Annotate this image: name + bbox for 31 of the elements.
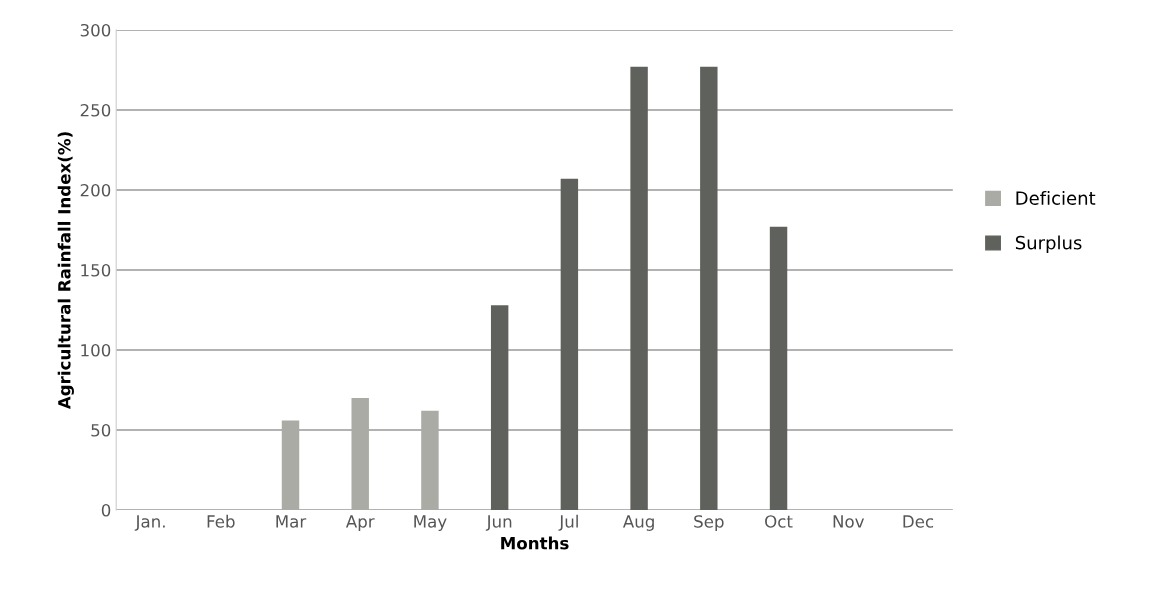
bar [351,398,369,510]
x-tick-label: Sep [694,515,724,531]
y-tick-label: 100 [81,343,111,357]
legend-label: Surplus [1015,235,1082,254]
x-tick-label: Apr [345,515,375,531]
x-tick-label: Jul [558,514,578,531]
y-axis-title: Agricultural Rainfall Index(%) [57,132,74,410]
y-tick-label: 50 [91,423,111,437]
x-tick-label: Aug [622,515,654,531]
y-tick-label: 300 [80,23,111,37]
bar [769,226,788,510]
y-tick-label: 150 [81,263,111,277]
x-tick-label: Oct [765,515,793,528]
bar [281,420,300,510]
bar [630,66,648,510]
x-tick-label: Nov [833,515,865,528]
x-tick-label: Mar [276,515,307,528]
bar [421,410,439,510]
bar [490,305,509,510]
x-tick-label: Dec [903,515,934,528]
x-tick-label: Jun [485,515,512,531]
bar [700,66,718,510]
y-tick-label: 0 [101,503,111,517]
x-tick-label: Feb [207,514,235,528]
bar [560,178,579,510]
y-tick-label: 200 [80,183,111,197]
legend-label: Deficient [1016,190,1096,205]
x-axis-title: Months [501,536,569,550]
y-tick-label: 250 [80,103,111,117]
x-tick-label: May [414,515,447,531]
x-tick-label: Jan. [134,515,165,531]
